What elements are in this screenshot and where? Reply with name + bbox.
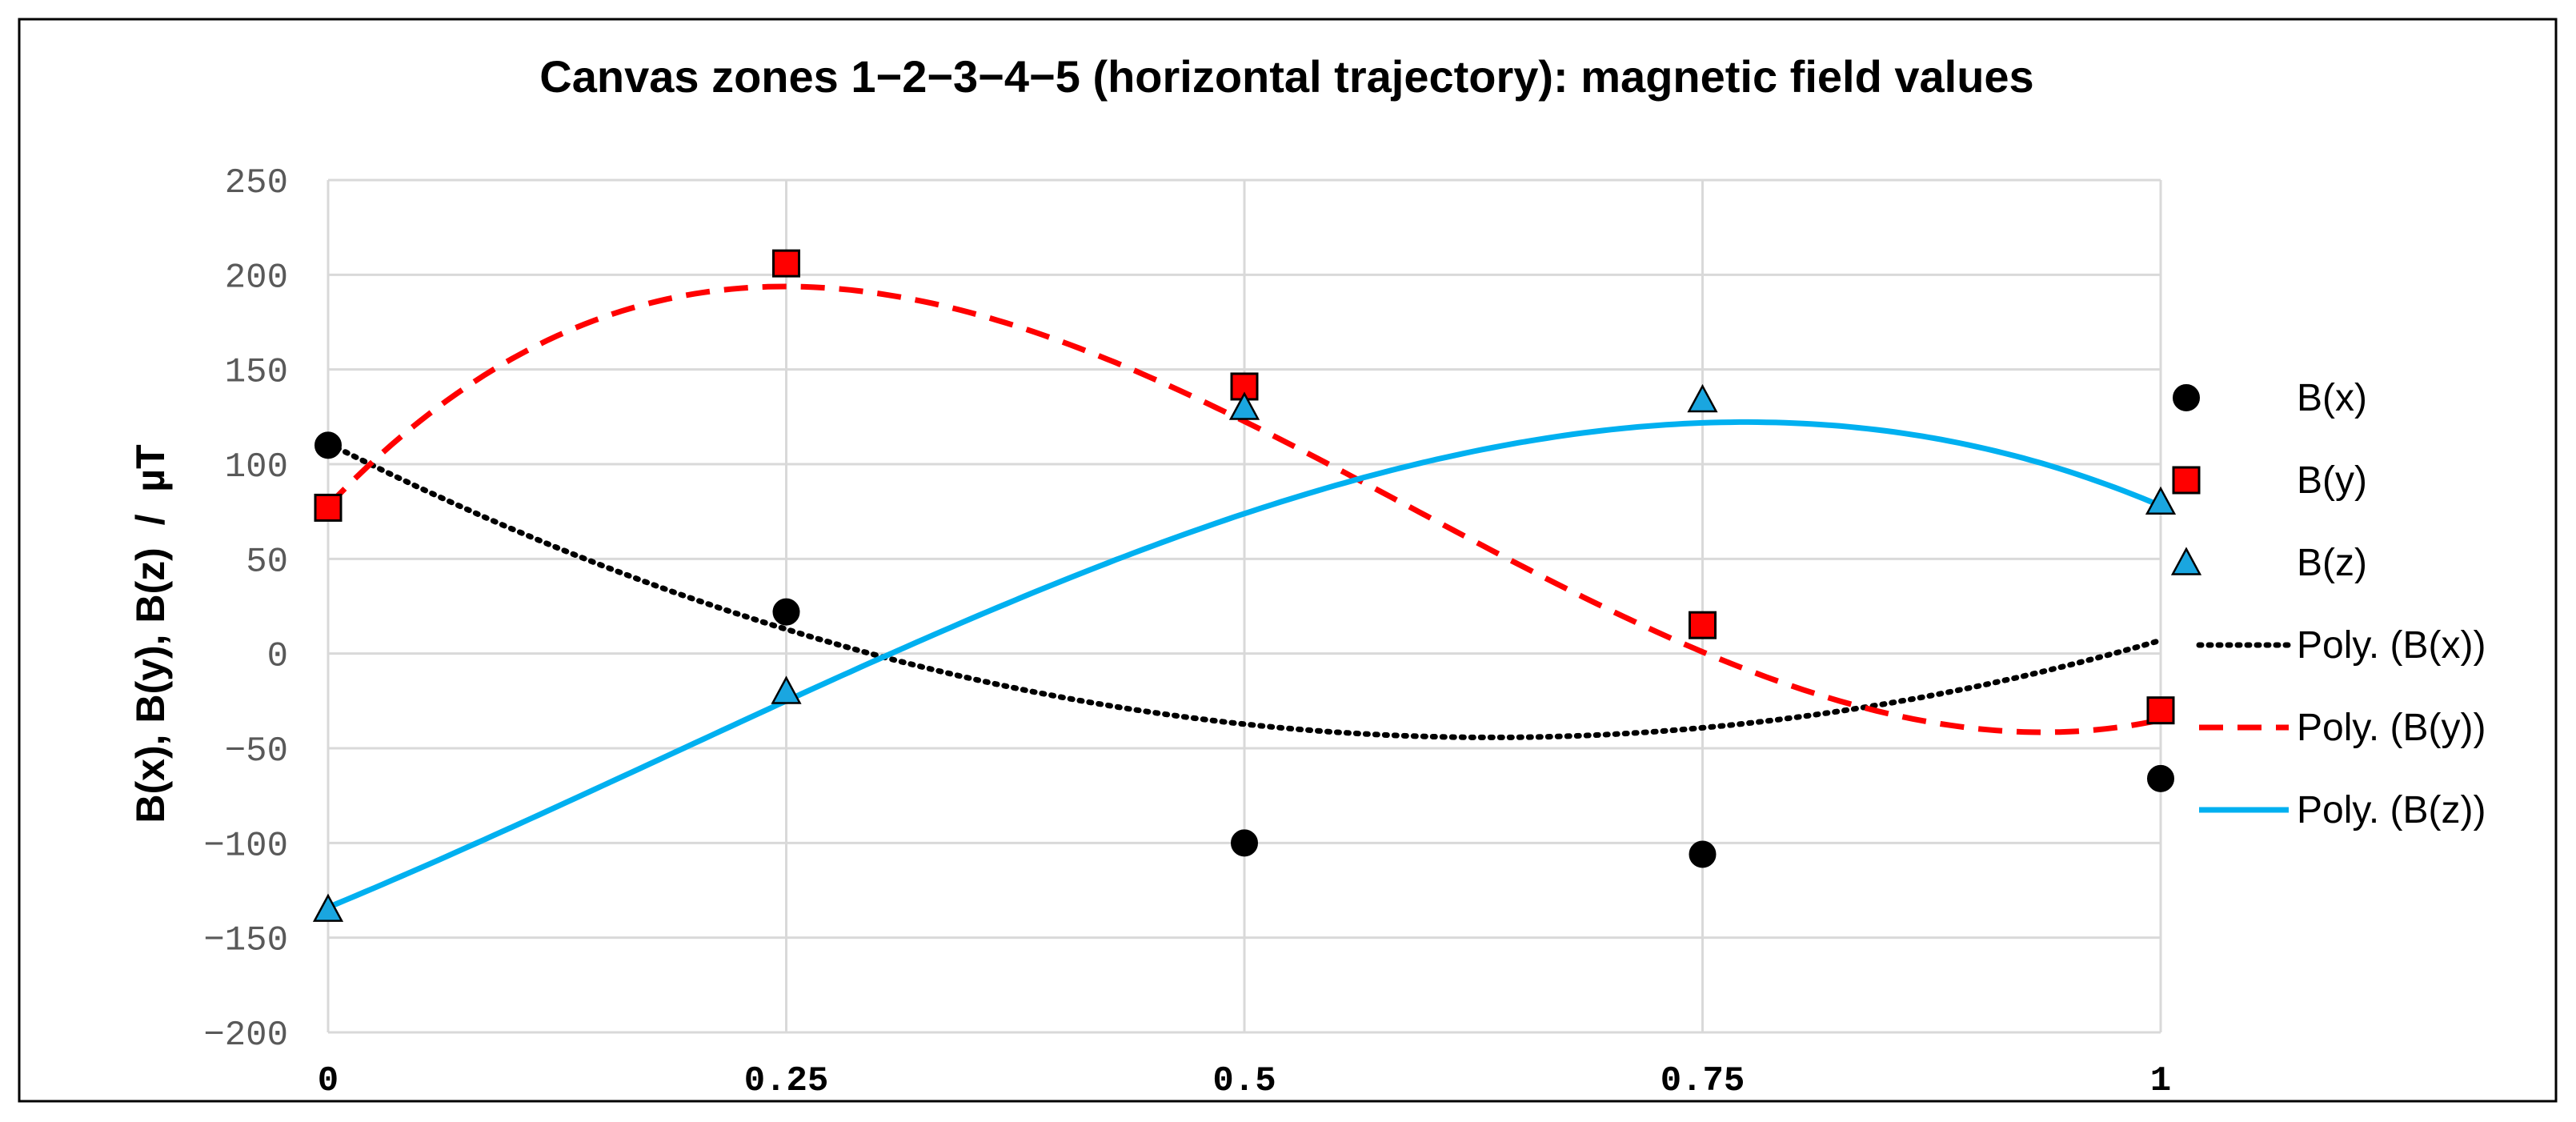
y-tick-label: 50 xyxy=(246,542,288,582)
y-tick-label: −200 xyxy=(203,1016,288,1056)
gridlines xyxy=(327,178,2162,1034)
legend-marker-b-y xyxy=(2172,466,2201,495)
data-point-b-y xyxy=(772,249,800,278)
data-point-b-x xyxy=(1231,829,1258,857)
data-point-b-y xyxy=(314,493,343,522)
legend-marker-b-x xyxy=(2173,384,2200,411)
trendlines xyxy=(325,283,2164,911)
data-point-b-z xyxy=(1687,383,1718,413)
legend: B(x) B(y) B(z) Poly. (B(x)) Poly. (B(y)) Poly… xyxy=(2170,377,2486,831)
legend-label-b-z: B(z) xyxy=(2297,542,2367,584)
x-tick-label: 0.75 xyxy=(1661,1061,1745,1101)
y-tick-label: −50 xyxy=(225,731,288,771)
data-point-b-x xyxy=(1689,840,1717,868)
y-tick-label: 200 xyxy=(225,258,288,298)
data-point-b-x xyxy=(772,598,800,626)
y-axis-title: B(x), B(y), B(z) / µT xyxy=(128,444,173,823)
x-tick-label: 0.5 xyxy=(1212,1061,1276,1101)
data-point-b-z xyxy=(312,893,344,922)
data-point-b-z xyxy=(771,675,802,704)
chart-border xyxy=(18,18,2558,1103)
legend-label-poly-b-x: Poly. (B(x)) xyxy=(2297,624,2486,667)
x-tick-label: 0 xyxy=(318,1061,339,1101)
data-point-b-y xyxy=(2146,696,2175,725)
y-tick-label: −150 xyxy=(203,921,288,961)
legend-label-poly-b-z: Poly. (B(z)) xyxy=(2297,789,2486,831)
axes: −200 −150 −100 −50 0 50 100 150 200 250 0 0.25 0.5 0.… xyxy=(203,163,2171,1101)
x-tick-label: 1 xyxy=(2150,1061,2171,1101)
data-points xyxy=(312,249,2177,922)
data-point-b-y xyxy=(1689,611,1717,639)
legend-label-b-x: B(x) xyxy=(2297,377,2367,419)
trendline-poly-b-z xyxy=(327,419,2162,911)
trendline-poly-b-x xyxy=(325,440,2164,740)
y-tick-label: 150 xyxy=(225,353,288,393)
legend-label-poly-b-y: Poly. (B(y)) xyxy=(2297,707,2486,749)
y-tick-label: 250 xyxy=(225,163,288,203)
legend-marker-b-z xyxy=(2170,547,2202,575)
data-point-b-x xyxy=(314,431,342,459)
chart-title: Canvas zones 1−2−3−4−5 (horizontal traje… xyxy=(539,51,2033,102)
legend-label-b-y: B(y) xyxy=(2297,459,2367,502)
trendline-poly-b-y xyxy=(326,283,2161,735)
y-tick-label: 100 xyxy=(225,447,288,487)
y-tick-label: 0 xyxy=(267,637,288,677)
data-point-b-x xyxy=(2147,764,2174,792)
data-point-b-z xyxy=(2145,486,2177,515)
x-tick-label: 0.25 xyxy=(744,1061,829,1101)
data-point-b-z xyxy=(1228,391,1260,420)
y-tick-label: −100 xyxy=(203,826,288,866)
